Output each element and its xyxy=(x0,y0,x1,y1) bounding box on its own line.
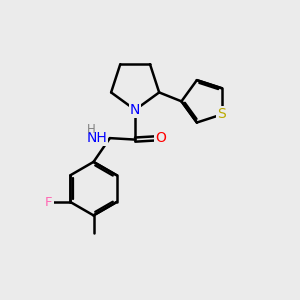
Text: S: S xyxy=(218,107,226,122)
Text: N: N xyxy=(130,103,140,117)
Text: O: O xyxy=(155,131,166,145)
Text: H: H xyxy=(87,123,96,136)
Text: NH: NH xyxy=(86,131,107,145)
Text: F: F xyxy=(45,196,52,208)
